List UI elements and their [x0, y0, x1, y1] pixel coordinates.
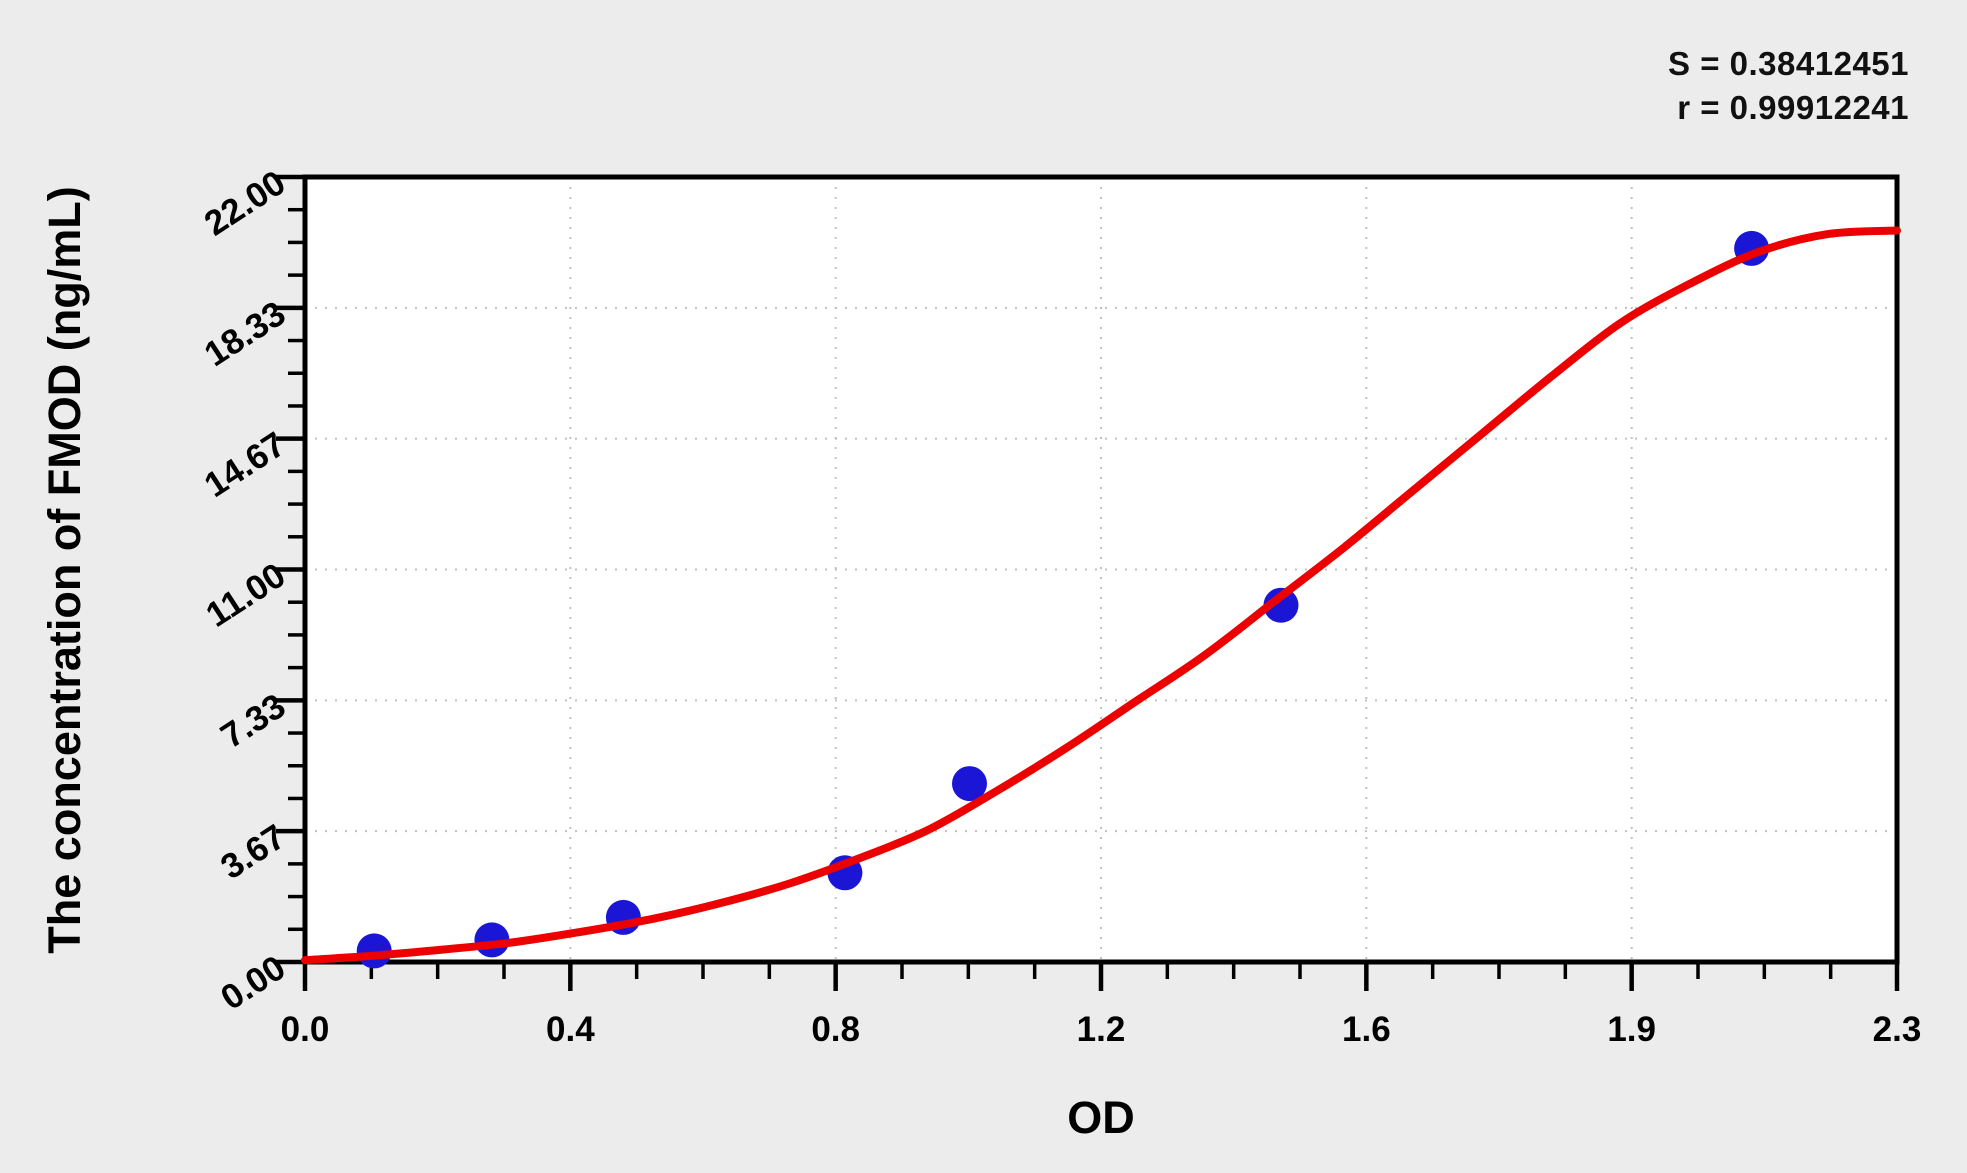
x-axis-title: OD — [1067, 1092, 1135, 1143]
data-point — [952, 766, 987, 802]
stat-r-value: r = 0.99912241 — [1677, 89, 1909, 126]
x-tick-label: 2.3 — [1873, 1010, 1922, 1049]
y-tick-label: 3.67 — [214, 817, 292, 887]
x-tick-label: 0.0 — [281, 1010, 330, 1049]
fitted-curve-line — [301, 226, 1901, 965]
gridlines — [305, 177, 1897, 962]
x-tick-label: 0.8 — [811, 1010, 860, 1049]
plot-area — [305, 177, 1897, 962]
plot-border — [302, 174, 1900, 965]
axis-ticks — [276, 174, 1900, 991]
y-tick-label: 22.00 — [198, 163, 293, 243]
x-tick-label: 1.9 — [1607, 1010, 1656, 1049]
x-tick-label: 1.2 — [1077, 1010, 1126, 1049]
stat-s-value: S = 0.38412451 — [1668, 45, 1909, 82]
x-tick-label: 0.4 — [546, 1010, 595, 1049]
x-tick-label: 1.6 — [1342, 1010, 1391, 1049]
y-tick-label: 18.33 — [198, 294, 293, 374]
y-tick-label: 7.33 — [214, 686, 292, 756]
data-point — [1263, 587, 1299, 623]
y-axis-title: The concentration of FMOD (ng/mL) — [39, 186, 90, 953]
fit-statistics: S = 0.38412451 r = 0.99912241 — [1668, 42, 1909, 130]
y-tick-label: 0.00 — [214, 948, 292, 1018]
y-tick-label: 11.00 — [199, 556, 292, 635]
y-tick-label: 14.67 — [198, 425, 293, 505]
